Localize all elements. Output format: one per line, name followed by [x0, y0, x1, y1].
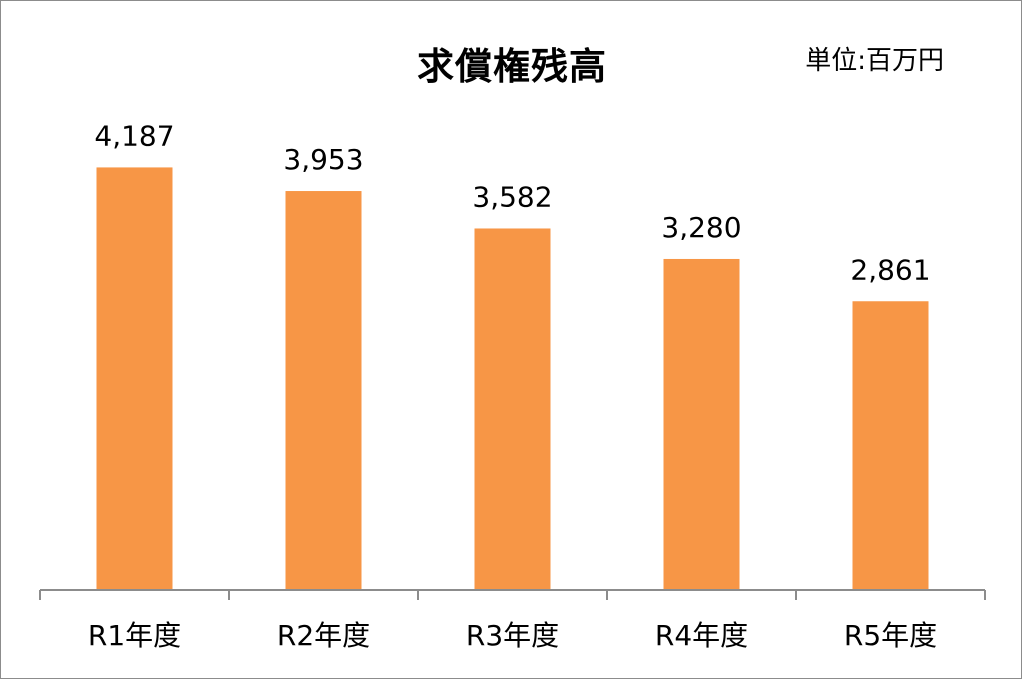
chart-title: 求償権残高: [417, 45, 607, 88]
unit-label: 単位:百万円: [805, 46, 944, 76]
value-label-5: 2,861: [850, 253, 930, 286]
bars-group: [96, 167, 929, 590]
x-axis: [39, 589, 986, 600]
category-label-5: R5年度: [844, 619, 937, 652]
category-label-2: R2年度: [277, 619, 370, 652]
category-label-1: R1年度: [88, 619, 181, 652]
value-label-1: 4,187: [94, 119, 174, 152]
bar-4: [663, 258, 740, 590]
value-labels-group: 4,187 3,953 3,582 3,280 2,861: [94, 119, 930, 286]
bar-2: [285, 191, 362, 590]
bar-3: [474, 228, 551, 590]
category-labels-group: R1年度 R2年度 R3年度 R4年度 R5年度: [88, 619, 937, 652]
bar-1: [96, 167, 173, 590]
value-label-2: 3,953: [283, 143, 363, 176]
value-label-4: 3,280: [661, 211, 741, 244]
category-label-4: R4年度: [655, 619, 748, 652]
bar-5: [852, 301, 929, 590]
value-label-3: 3,582: [472, 180, 552, 213]
category-label-3: R3年度: [466, 619, 559, 652]
